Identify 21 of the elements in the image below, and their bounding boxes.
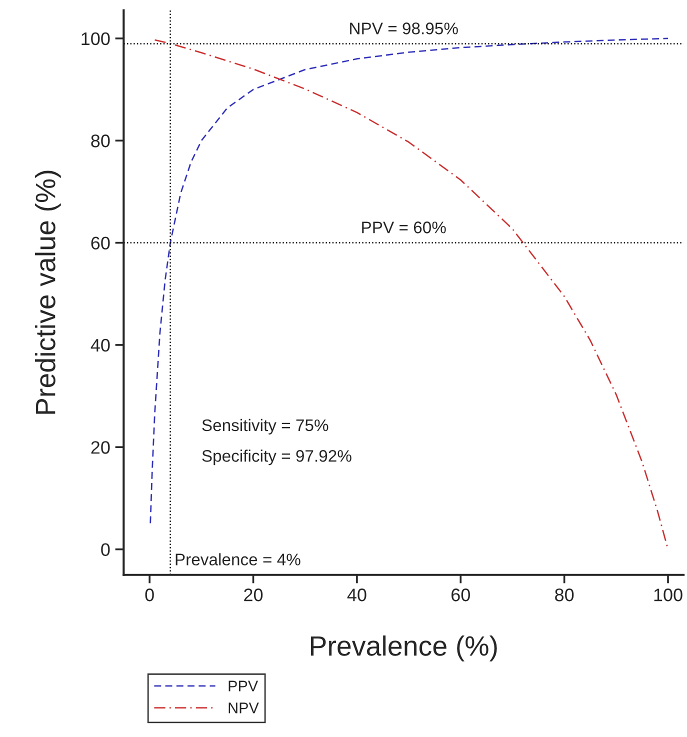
annotation: Specificity = 97.92% <box>202 450 352 466</box>
y-tick-label: 60 <box>91 236 110 250</box>
x-tick-label: 60 <box>452 588 470 602</box>
x-tick-label: 20 <box>244 588 263 602</box>
y-axis-title: Predictive value (%) <box>35 170 61 414</box>
x-axis-title: Prevalence (%) <box>310 635 497 662</box>
legend-label: PPV <box>228 680 258 692</box>
y-tick-label: 0 <box>101 543 110 556</box>
ref-line-label: NPV = 98.95% <box>350 22 458 34</box>
y-tick-label: 40 <box>90 338 110 352</box>
y-tick-label: 100 <box>82 32 110 46</box>
x-tick-label: 80 <box>555 588 574 602</box>
annotation: Sensitivity = 75% <box>202 418 328 434</box>
ref-line-label: Prevalence = 4% <box>176 553 300 566</box>
x-tick-label: 0 <box>145 588 154 602</box>
x-tick-label: 40 <box>347 588 366 602</box>
y-tick-label: 20 <box>91 441 110 454</box>
ref-line-label: PPV = 60% <box>362 222 446 234</box>
x-tick-label: 100 <box>654 588 682 602</box>
y-tick-label: 80 <box>91 134 110 148</box>
legend-label: NPV <box>228 702 259 714</box>
